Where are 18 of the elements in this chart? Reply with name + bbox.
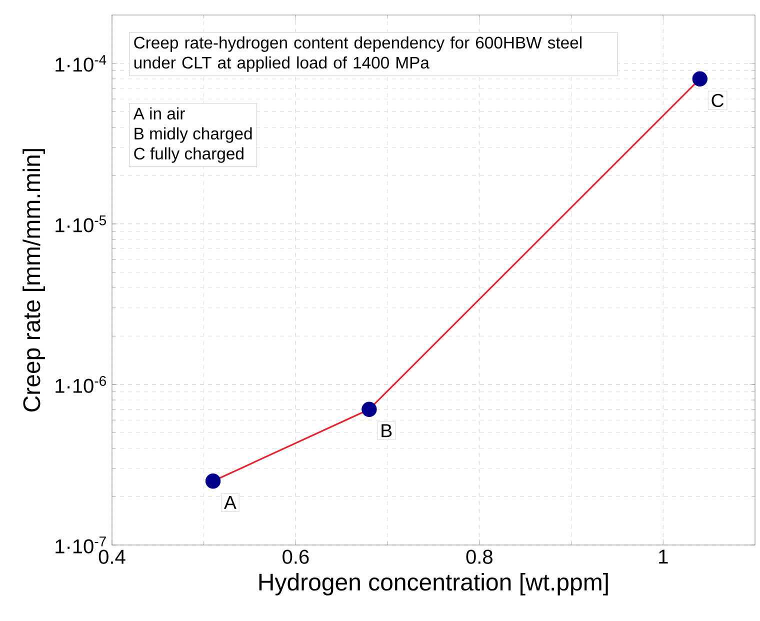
y-tick-label: 1·10$^{-4}$ bbox=[56, 54, 106, 72]
x-axis-title: Hydrogen concentration [wt.ppm] bbox=[259, 573, 608, 596]
x-tick-label: 0.6 bbox=[282, 550, 309, 564]
y-axis-title: Creep rate [mm/mm.min] bbox=[22, 149, 45, 412]
y-tick-label: 1·10$^{-5}$ bbox=[56, 216, 106, 232]
annotation: C fully charged bbox=[134, 147, 244, 163]
text: Creep rate-hydrogen content dependency for 600HBW steel under CLT at applied load of 1400 MPa bbox=[134, 36, 582, 72]
annotation: B bbox=[382, 424, 392, 438]
annotation: C bbox=[712, 94, 724, 108]
annotation: A bbox=[224, 496, 236, 509]
point bbox=[692, 71, 708, 87]
y-tick-label: 1·10$^{-6}$ bbox=[56, 376, 106, 393]
point bbox=[205, 474, 221, 489]
annotation: A in air bbox=[133, 107, 185, 120]
annotation: B midly charged bbox=[134, 127, 252, 143]
x-tick-label: 1 bbox=[659, 550, 668, 564]
x-tick-label: 0.8 bbox=[466, 550, 492, 564]
point bbox=[362, 402, 377, 417]
